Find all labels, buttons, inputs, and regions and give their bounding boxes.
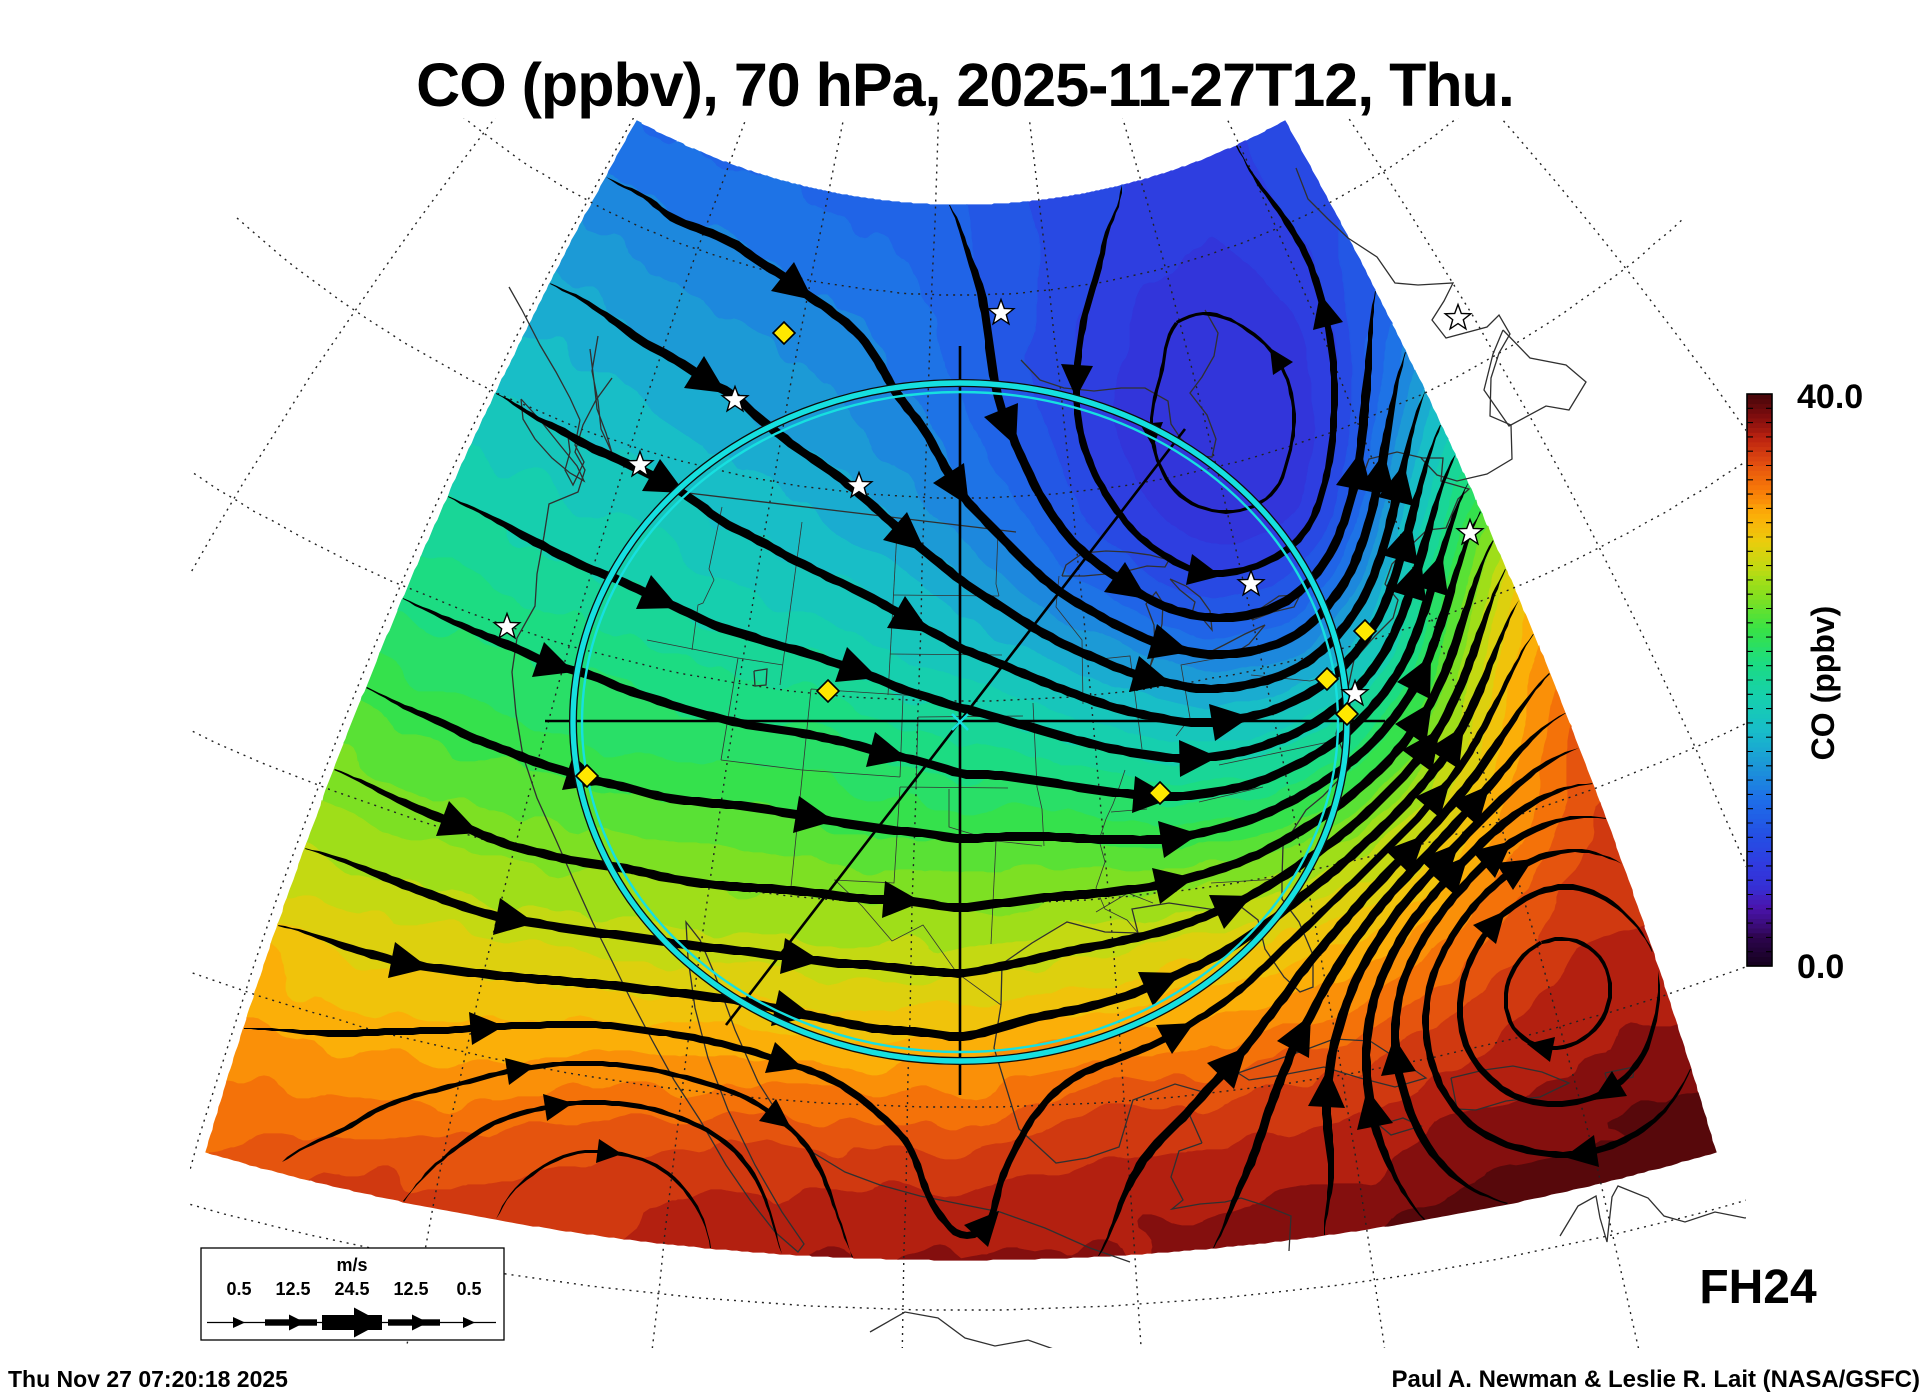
svg-text:CO (ppbv): CO (ppbv) [1805, 606, 1841, 761]
svg-text:CO (ppbv), 70 hPa, 2025-11-27T: CO (ppbv), 70 hPa, 2025-11-27T12, Thu. [416, 51, 1514, 119]
svg-text:0.5: 0.5 [226, 1279, 251, 1299]
svg-text:12.5: 12.5 [275, 1279, 310, 1299]
svg-text:FH24: FH24 [1699, 1261, 1817, 1314]
svg-text:Paul A. Newman & Leslie R. Lai: Paul A. Newman & Leslie R. Lait (NASA/GS… [1391, 1366, 1920, 1393]
svg-text:24.5: 24.5 [334, 1279, 369, 1299]
svg-text:0.5: 0.5 [456, 1279, 481, 1299]
svg-text:m/s: m/s [336, 1255, 367, 1275]
svg-text:12.5: 12.5 [393, 1279, 428, 1299]
svg-text:40.0: 40.0 [1797, 378, 1863, 416]
svg-text:0.0: 0.0 [1797, 948, 1844, 986]
svg-text:Thu Nov 27 07:20:18 2025: Thu Nov 27 07:20:18 2025 [8, 1366, 288, 1392]
